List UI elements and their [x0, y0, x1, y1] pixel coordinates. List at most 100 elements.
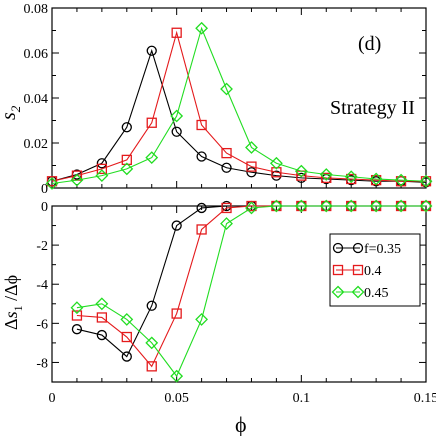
- data-point: [269, 156, 283, 170]
- series-line: [51, 26, 427, 185]
- data-point: [319, 199, 333, 213]
- data-point: [146, 300, 157, 311]
- data-point: [145, 151, 159, 165]
- series-line: [51, 30, 426, 182]
- legend-marker: [352, 242, 364, 254]
- legend-marker: [352, 264, 364, 276]
- data-point: [196, 224, 207, 235]
- data-point: [294, 164, 308, 178]
- data-point: [195, 21, 209, 35]
- data-point: [344, 199, 358, 213]
- data-point: [120, 313, 134, 326]
- top-y-axis-label: s2: [0, 105, 23, 120]
- y-tick-label: 0.08: [24, 2, 49, 17]
- data-point: [170, 369, 184, 383]
- data-point: [96, 158, 108, 169]
- data-point: [96, 163, 108, 175]
- data-point: [294, 199, 308, 213]
- data-point: [171, 220, 182, 231]
- data-point: [394, 173, 408, 187]
- y-tick-label: 0: [41, 200, 48, 215]
- data-point: [196, 202, 207, 214]
- legend-label: 0.4: [364, 264, 382, 279]
- data-point: [170, 109, 184, 123]
- data-point: [70, 301, 84, 315]
- y-tick-label: -4: [36, 278, 48, 293]
- data-point: [220, 82, 233, 96]
- data-point: [246, 161, 257, 172]
- legend-label: f=0.35: [364, 242, 401, 257]
- data-point: [221, 162, 232, 173]
- series-line: [76, 205, 426, 378]
- data-point: [120, 162, 134, 176]
- data-point: [146, 117, 157, 128]
- x-tick-label: 0.05: [164, 391, 189, 406]
- series-line: [51, 48, 427, 183]
- data-point: [146, 361, 157, 372]
- panel-label: (d): [358, 33, 381, 55]
- data-point: [195, 313, 209, 326]
- data-point: [246, 167, 257, 178]
- data-point: [269, 199, 283, 213]
- y-tick-label: -8: [36, 356, 48, 371]
- data-point: [96, 312, 108, 323]
- data-point: [220, 217, 233, 231]
- y-tick-label: -2: [36, 239, 48, 254]
- y-tick-label: 0.02: [24, 137, 49, 152]
- legend-box: [329, 233, 421, 307]
- y-tick-label: -6: [36, 317, 48, 332]
- data-point: [245, 201, 258, 215]
- data-point: [171, 27, 182, 38]
- data-point: [221, 202, 232, 214]
- data-point: [394, 199, 408, 213]
- data-point: [96, 329, 108, 341]
- legend-marker: [351, 285, 365, 299]
- legend-marker: [332, 242, 344, 254]
- data-point: [71, 310, 83, 321]
- top-panel: 0 0.02 0.04 0.06 0.08: [24, 2, 433, 197]
- data-point: [196, 119, 207, 131]
- series-0.45: [70, 199, 433, 383]
- series-0.45: [45, 21, 433, 190]
- legend-label: 0.45: [364, 286, 389, 301]
- data-point: [221, 147, 232, 159]
- data-point: [121, 122, 132, 133]
- data-point: [171, 126, 182, 137]
- data-point: [145, 336, 159, 350]
- data-point: [121, 351, 132, 362]
- data-point: [245, 141, 258, 154]
- data-point: [95, 297, 109, 311]
- strategy-label: Strategy II: [330, 97, 415, 119]
- data-point: [319, 168, 333, 181]
- y-tick-label: 0.04: [24, 92, 49, 107]
- bottom-y-axis-label: Δs1 /Δϕ: [1, 275, 25, 330]
- legend: f=0.35 0.4 0.45: [329, 233, 421, 307]
- data-point: [419, 199, 433, 213]
- data-point: [45, 177, 59, 190]
- data-point: [95, 169, 109, 183]
- data-point: [369, 199, 383, 213]
- data-point: [196, 151, 207, 162]
- x-tick-label: 0: [49, 391, 56, 406]
- data-point: [146, 45, 157, 56]
- data-point: [121, 331, 132, 343]
- data-point: [46, 176, 58, 187]
- data-point: [171, 308, 182, 319]
- data-point: [419, 174, 433, 188]
- data-point: [271, 167, 282, 178]
- y-tick-label: 0: [41, 182, 48, 197]
- bottom-panel: 0 0.05 0.1 0.15 0 -2 -4 -6 -8: [36, 199, 436, 406]
- data-point: [121, 154, 132, 166]
- x-axis-label: ϕ: [235, 412, 247, 436]
- legend-marker: [332, 264, 344, 276]
- x-tick-label: 0.1: [293, 391, 311, 406]
- data-point: [321, 172, 332, 184]
- data-point: [344, 170, 358, 184]
- data-point: [70, 173, 84, 187]
- data-point: [369, 172, 383, 186]
- data-point: [246, 200, 257, 212]
- x-tick-label: 0.15: [414, 391, 436, 406]
- data-point: [346, 173, 357, 185]
- y-tick-label: 0.06: [24, 47, 49, 62]
